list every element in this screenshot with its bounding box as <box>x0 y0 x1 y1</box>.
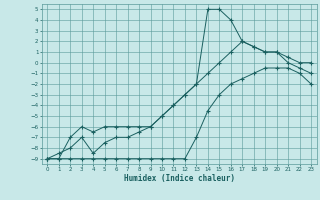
X-axis label: Humidex (Indice chaleur): Humidex (Indice chaleur) <box>124 174 235 183</box>
